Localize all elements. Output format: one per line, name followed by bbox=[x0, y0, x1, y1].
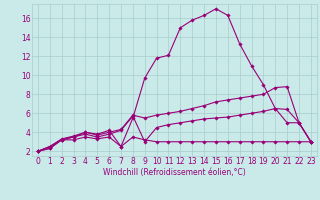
X-axis label: Windchill (Refroidissement éolien,°C): Windchill (Refroidissement éolien,°C) bbox=[103, 168, 246, 177]
